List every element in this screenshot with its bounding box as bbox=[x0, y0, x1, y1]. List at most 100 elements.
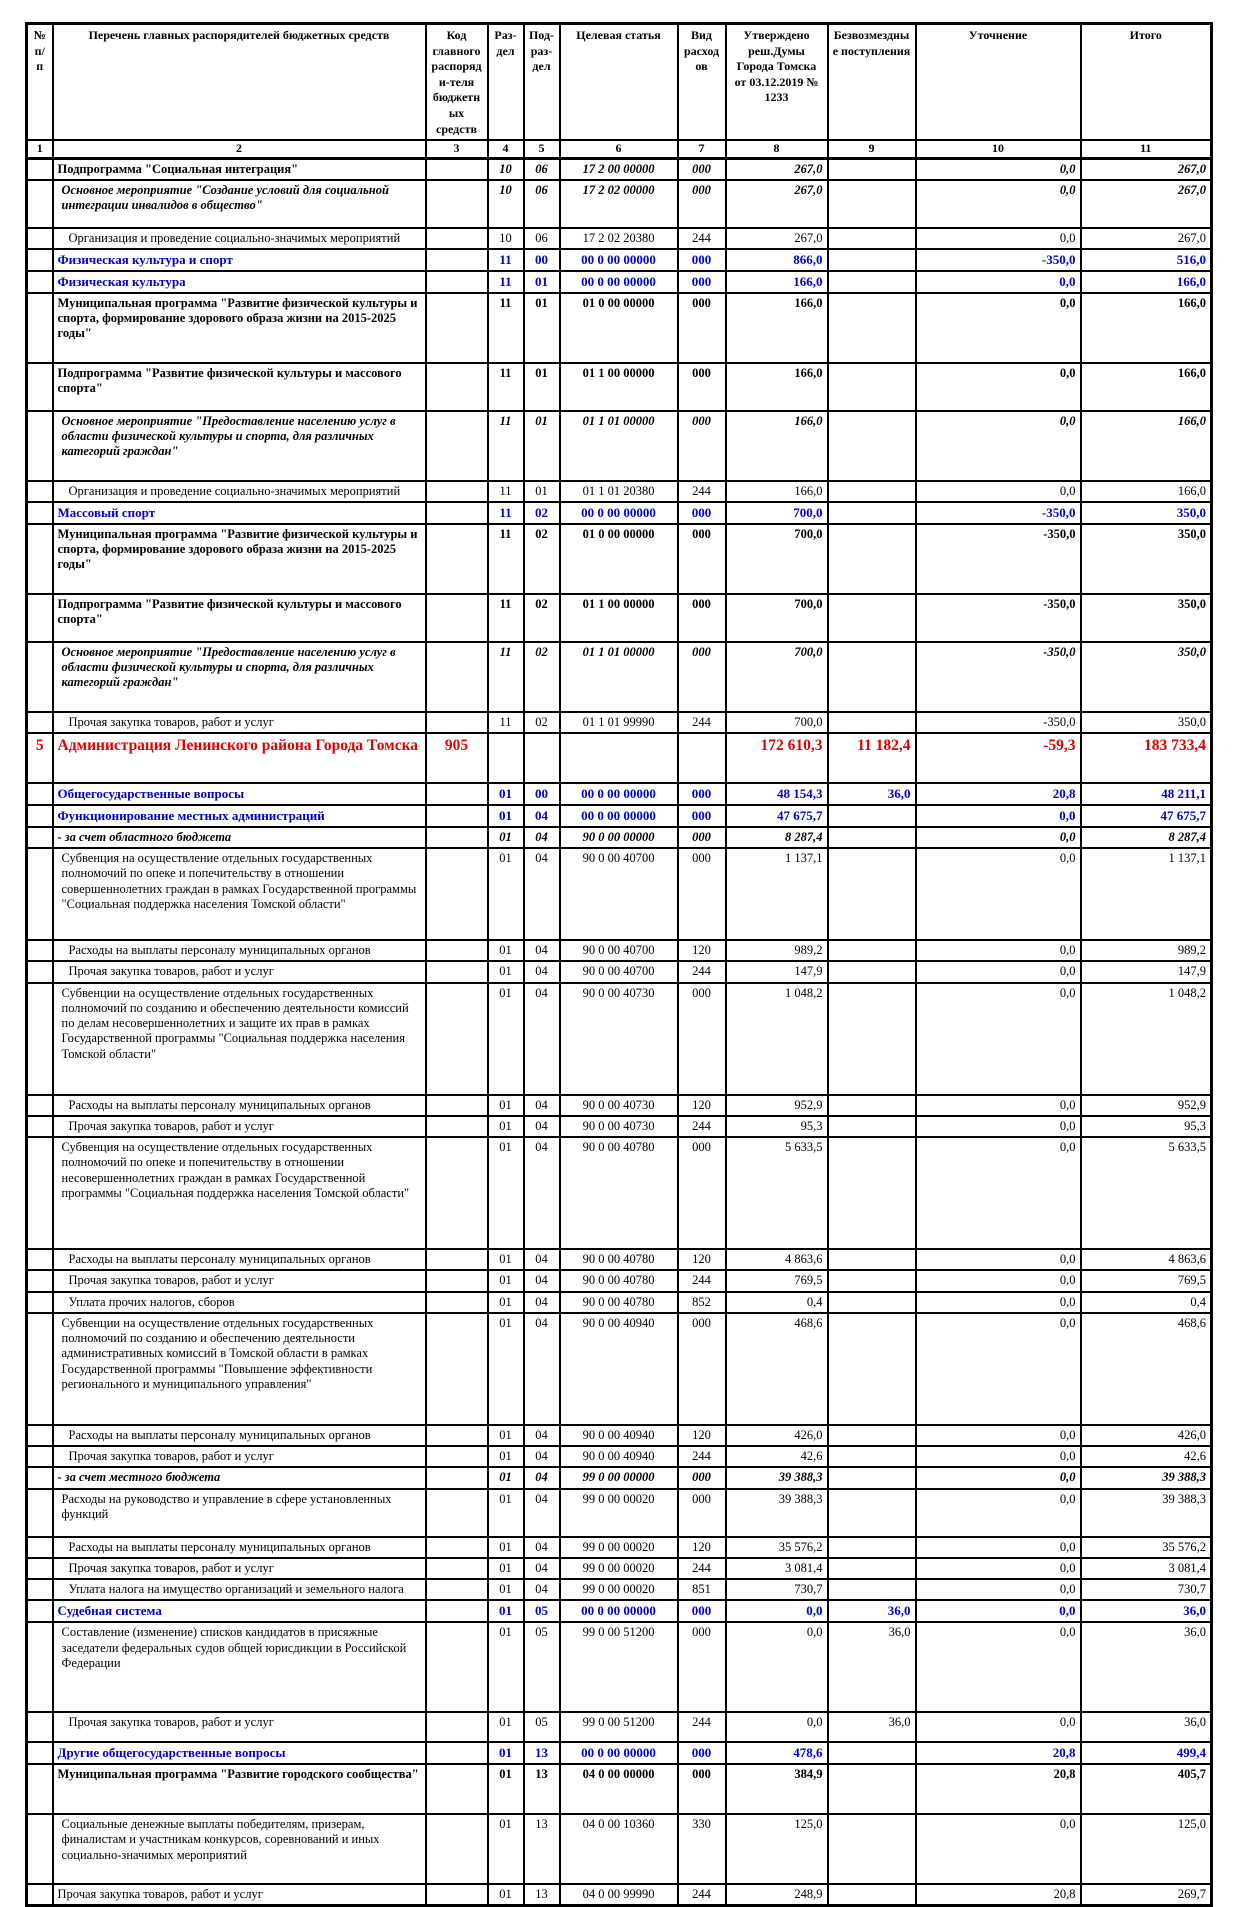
table-row: Уплата налога на имущество организаций и… bbox=[25, 1578, 1213, 1602]
cell-v9 bbox=[826, 248, 917, 273]
cell-cs: 90 0 00 40730 bbox=[558, 1093, 679, 1117]
cell-v10: -350,0 bbox=[914, 248, 1082, 273]
cell-v8: 166,0 bbox=[724, 409, 829, 482]
cell-v8: 267,0 bbox=[724, 157, 829, 181]
cell-v9 bbox=[826, 479, 917, 504]
cell-v11: 3 081,4 bbox=[1079, 1556, 1213, 1581]
cell-v11: 350,0 bbox=[1079, 522, 1213, 595]
cell-pr: 04 bbox=[522, 1423, 561, 1448]
cell-name: Расходы на руководство и управление в сф… bbox=[51, 1487, 427, 1538]
cell-vr: 000 bbox=[676, 1741, 727, 1766]
cell-v8: 8 287,4 bbox=[724, 825, 829, 850]
cell-rd: 11 bbox=[486, 501, 525, 525]
cell-rd: 01 bbox=[486, 939, 525, 963]
cell-pr: 01 bbox=[522, 479, 561, 504]
cell-code: 905 bbox=[424, 732, 489, 785]
cell-n bbox=[25, 1621, 54, 1714]
cell-name: Судебная система bbox=[51, 1599, 427, 1624]
cell-v11: 8 287,4 bbox=[1079, 825, 1213, 850]
cell-n bbox=[25, 1487, 54, 1538]
cell-vr: 000 bbox=[676, 178, 727, 229]
col-header-1: № п/п bbox=[25, 22, 54, 142]
cell-v8: 0,4 bbox=[724, 1290, 829, 1314]
cell-v10: 20,8 bbox=[914, 1763, 1082, 1816]
cell-n bbox=[25, 1136, 54, 1251]
cell-v9 bbox=[826, 1136, 917, 1251]
cell-cs: 01 1 01 20380 bbox=[558, 479, 679, 504]
table-row: Физическая культура 11 01 00 0 00 00000 000 1… bbox=[25, 270, 1213, 294]
cell-v11: 730,7 bbox=[1079, 1578, 1213, 1602]
cell-n bbox=[25, 1578, 54, 1602]
col-header-7: Вид расходов bbox=[676, 22, 727, 142]
cell-rd: 01 bbox=[486, 1269, 525, 1293]
cell-v10: 0,0 bbox=[914, 1487, 1082, 1538]
cell-rd: 11 bbox=[486, 522, 525, 595]
cell-cs: 00 0 00 00000 bbox=[558, 1741, 679, 1766]
cell-v9 bbox=[826, 939, 917, 963]
cell-pr: 02 bbox=[522, 592, 561, 643]
cell-v10: 20,8 bbox=[914, 1741, 1082, 1766]
cell-n bbox=[25, 804, 54, 828]
cell-pr: 01 bbox=[522, 291, 561, 364]
cell-v9 bbox=[826, 804, 917, 828]
cell-v10: 0,0 bbox=[914, 939, 1082, 963]
cell-code bbox=[424, 178, 489, 229]
cell-rd: 01 bbox=[486, 1466, 525, 1490]
cell-name: Субвенции на осуществление отдельных гос… bbox=[51, 981, 427, 1096]
cell-n bbox=[25, 1535, 54, 1559]
cell-n bbox=[25, 1114, 54, 1139]
cell-v9: 36,0 bbox=[826, 782, 917, 807]
cell-v11: 350,0 bbox=[1079, 710, 1213, 735]
cell-rd: 11 bbox=[486, 710, 525, 735]
cell-rd: 11 bbox=[486, 270, 525, 294]
cell-vr: 244 bbox=[676, 479, 727, 504]
cell-n bbox=[25, 409, 54, 482]
cell-name: - за счет областного бюджета bbox=[51, 825, 427, 850]
cell-v9 bbox=[826, 157, 917, 181]
cell-pr: 01 bbox=[522, 270, 561, 294]
cell-v10: 0,0 bbox=[914, 1445, 1082, 1469]
cell-v8: 700,0 bbox=[724, 640, 829, 713]
cell-v8: 769,5 bbox=[724, 1269, 829, 1293]
cell-code bbox=[424, 1599, 489, 1624]
cell-v11: 166,0 bbox=[1079, 291, 1213, 364]
col-number-3: 3 bbox=[424, 139, 489, 160]
cell-cs: 00 0 00 00000 bbox=[558, 1599, 679, 1624]
cell-pr: 04 bbox=[522, 825, 561, 850]
cell-v11: 36,0 bbox=[1079, 1711, 1213, 1744]
cell-name: Уплата прочих налогов, сборов bbox=[51, 1290, 427, 1314]
cell-vr: 000 bbox=[676, 1487, 727, 1538]
cell-v9: 36,0 bbox=[826, 1599, 917, 1624]
cell-vr: 244 bbox=[676, 226, 727, 251]
cell-rd: 11 bbox=[486, 409, 525, 482]
cell-v10: 0,0 bbox=[914, 1535, 1082, 1559]
cell-rd: 01 bbox=[486, 1741, 525, 1766]
cell-vr: 000 bbox=[676, 1621, 727, 1714]
cell-v8: 166,0 bbox=[724, 479, 829, 504]
cell-rd: 01 bbox=[486, 782, 525, 807]
table-row: Подпрограмма "Социальная интеграция" 10 06… bbox=[25, 157, 1213, 181]
cell-v9 bbox=[826, 1883, 917, 1907]
cell-pr: 04 bbox=[522, 981, 561, 1096]
cell-vr: 000 bbox=[676, 1599, 727, 1624]
cell-v9 bbox=[826, 522, 917, 595]
cell-code bbox=[424, 409, 489, 482]
col-number-10: 10 bbox=[914, 139, 1082, 160]
table-row: Подпрограмма "Развитие физической культу… bbox=[25, 592, 1213, 643]
cell-n bbox=[25, 1466, 54, 1490]
cell-v11: 147,9 bbox=[1079, 960, 1213, 984]
cell-v8: 48 154,3 bbox=[724, 782, 829, 807]
col-header-5: Под-раз-дел bbox=[522, 22, 561, 142]
cell-v9: 36,0 bbox=[826, 1621, 917, 1714]
cell-pr: 04 bbox=[522, 1487, 561, 1538]
cell-code bbox=[424, 640, 489, 713]
cell-vr bbox=[676, 732, 727, 785]
cell-vr: 244 bbox=[676, 1269, 727, 1293]
cell-n bbox=[25, 1599, 54, 1624]
cell-v11: 426,0 bbox=[1079, 1423, 1213, 1448]
cell-v8: 172 610,3 bbox=[724, 732, 829, 785]
cell-code bbox=[424, 1311, 489, 1426]
cell-cs: 00 0 00 00000 bbox=[558, 270, 679, 294]
cell-rd: 11 bbox=[486, 592, 525, 643]
cell-vr: 000 bbox=[676, 1466, 727, 1490]
